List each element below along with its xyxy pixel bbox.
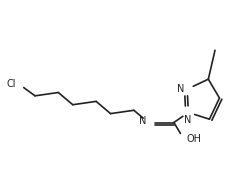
Text: OH: OH [186, 134, 202, 144]
Text: N: N [139, 116, 146, 126]
Text: N: N [177, 84, 184, 94]
Text: N: N [184, 115, 191, 125]
Text: Cl: Cl [6, 79, 16, 89]
